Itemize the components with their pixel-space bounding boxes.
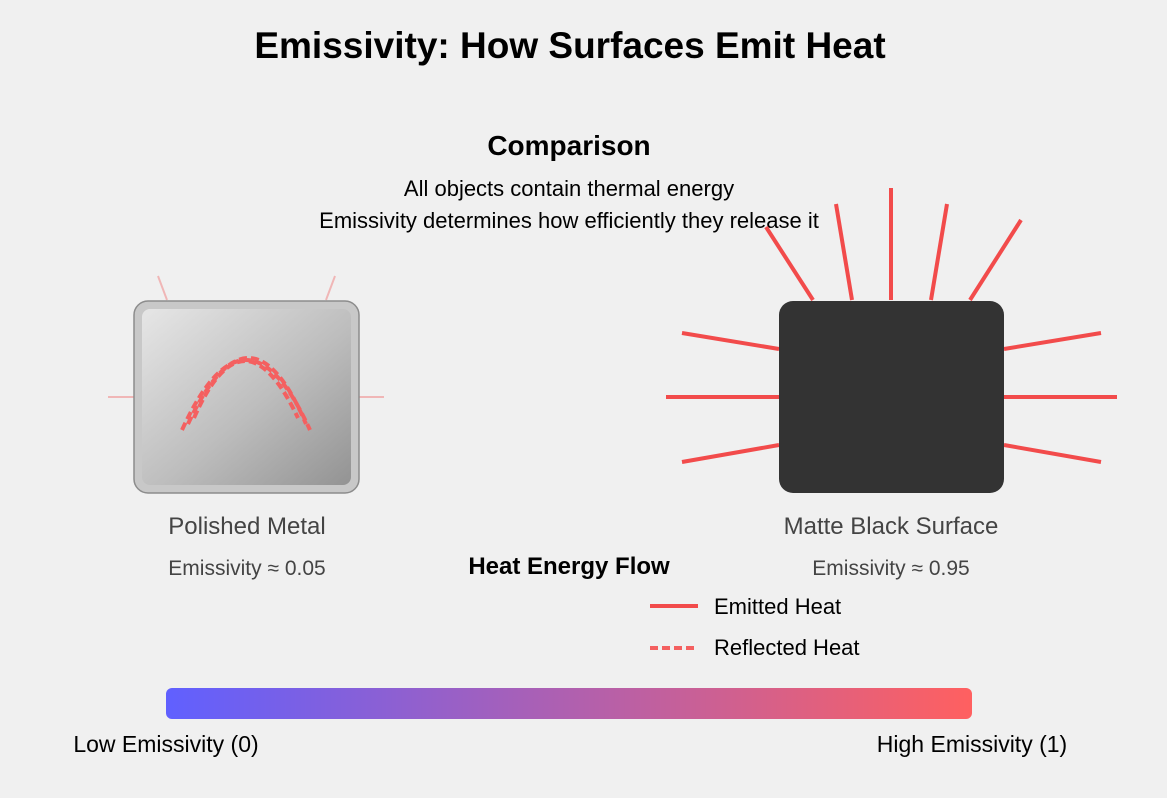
reflected-arc-3 [192,359,300,419]
metal-name: Polished Metal [168,513,325,540]
scale-low-label: Low Emissivity (0) [73,731,258,757]
black-ray-2 [834,203,854,301]
black-ray-left-upper [681,331,780,351]
comparison-line-2: Emissivity determines how efficiently th… [319,208,819,233]
comparison-heading: Comparison [487,130,650,161]
page-title: Emissivity: How Surfaces Emit Heat [254,25,885,66]
black-ray-1 [764,225,815,302]
black-ray-left-lower [681,443,780,464]
black-ray-right-upper [1003,331,1102,351]
black-name: Matte Black Surface [784,513,999,540]
comparison-line-1: All objects contain thermal energy [404,176,734,201]
emissivity-scale-bar [166,688,972,719]
black-emissivity: Emissivity ≈ 0.95 [812,557,969,580]
legend-title: Heat Energy Flow [468,553,670,580]
metal-emission-rays [108,275,384,398]
black-ray-4 [929,203,949,301]
black-emission-rays [666,188,1117,464]
polished-metal-object [133,300,360,494]
matte-black-object [779,301,1004,493]
metal-reflected-heat [180,356,312,431]
metal-surface [142,309,351,485]
metal-ray-top-right [325,275,336,301]
scale-high-label: High Emissivity (1) [877,731,1067,757]
metal-ray-top-left [157,275,168,301]
legend: Heat Energy Flow Emitted Heat Reflected … [468,553,859,660]
legend-reflected-label: Reflected Heat [714,635,860,660]
legend-emitted-label: Emitted Heat [714,594,841,619]
black-ray-right-lower [1003,443,1102,464]
metal-emissivity: Emissivity ≈ 0.05 [168,557,325,580]
black-ray-5 [968,218,1023,302]
